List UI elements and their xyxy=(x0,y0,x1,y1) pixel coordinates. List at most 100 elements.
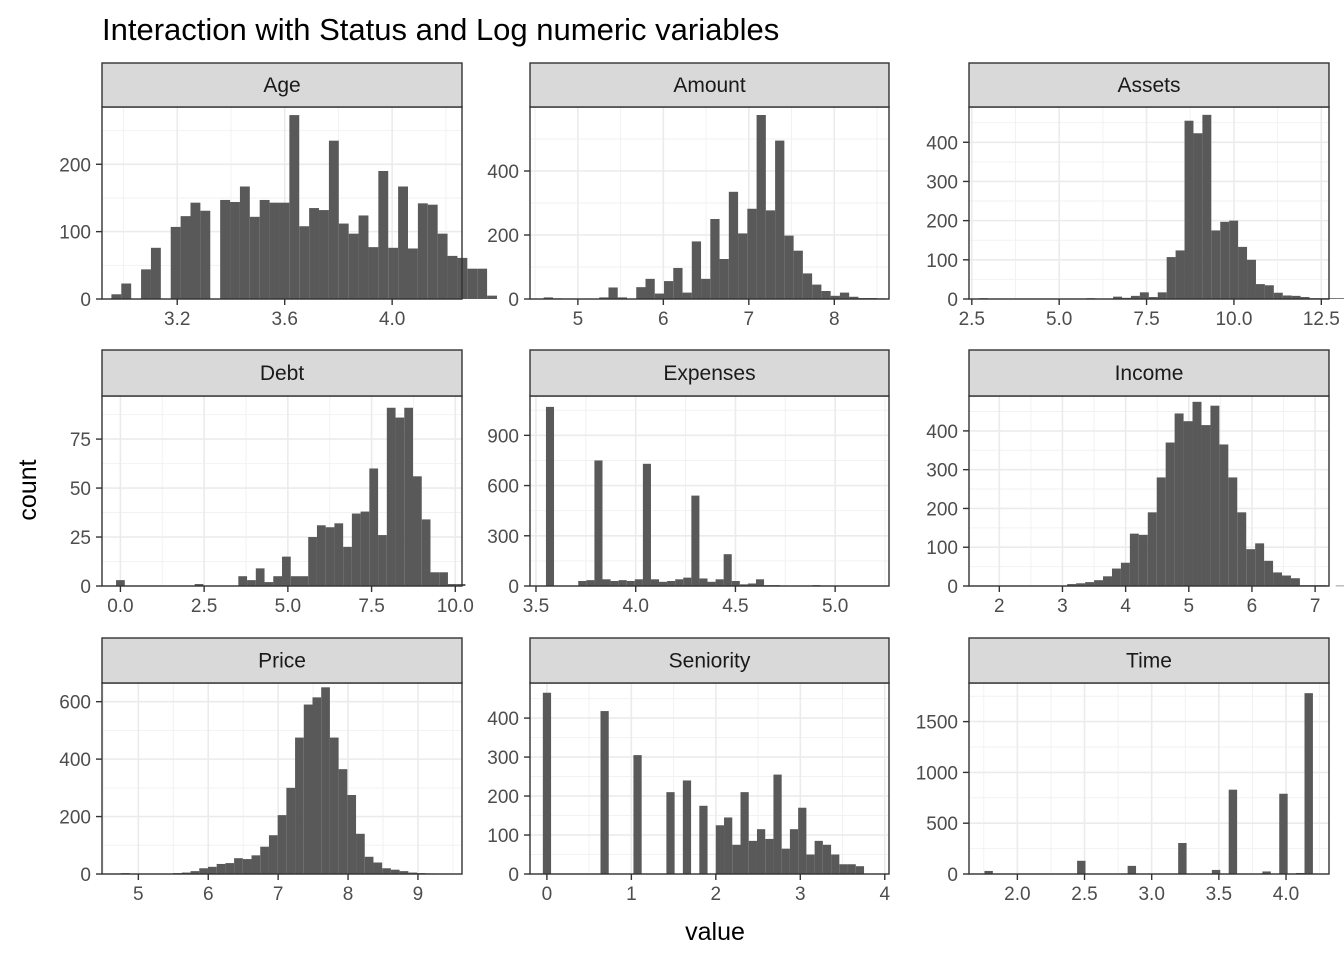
histogram-bar xyxy=(747,583,756,586)
x-tick-label: 5 xyxy=(573,309,584,330)
histogram-bar xyxy=(299,226,310,299)
strip-background xyxy=(101,349,463,397)
y-tick-label: 400 xyxy=(487,162,519,183)
histogram-bar xyxy=(1202,114,1212,299)
y-tick-label: 400 xyxy=(926,133,958,154)
strip-background xyxy=(529,349,890,397)
strip-background xyxy=(968,637,1330,684)
y-tick-label: 500 xyxy=(926,814,958,835)
y-tick-label: 200 xyxy=(59,808,91,829)
histogram-bar xyxy=(351,513,361,586)
histogram-bar xyxy=(728,191,739,299)
panel-income: Income 2 3 4 5 6 7 0 100 200 300 400 xyxy=(926,349,1344,617)
y-tick-label: 200 xyxy=(487,226,519,247)
histogram-bars xyxy=(111,115,497,299)
histogram-bar xyxy=(116,580,125,586)
x-tick-label: 2.5 xyxy=(191,596,217,617)
histogram-bar xyxy=(255,568,265,586)
histogram-bar xyxy=(793,250,803,299)
panel-background xyxy=(969,107,1329,299)
y-tick-label: 0 xyxy=(947,290,958,311)
strip-background xyxy=(101,62,463,108)
histogram-bar xyxy=(781,848,790,874)
histogram-bar xyxy=(731,580,740,586)
histogram-bar xyxy=(1229,220,1239,299)
y-tick-label: 300 xyxy=(926,172,958,193)
histogram-bar xyxy=(1304,693,1313,874)
histogram-bar xyxy=(830,295,840,299)
histogram-bar xyxy=(683,577,692,586)
histogram-bar xyxy=(636,287,646,299)
y-axis: 0 500 1000 1500 xyxy=(916,713,969,886)
histogram-bar xyxy=(388,247,399,299)
x-tick-label: 0.0 xyxy=(107,596,133,617)
histogram-bar xyxy=(715,825,725,874)
histogram-bar xyxy=(260,846,269,874)
histogram-bar xyxy=(645,278,655,299)
x-tick-label: 10.0 xyxy=(1215,309,1252,330)
histogram-bar xyxy=(467,268,478,299)
histogram-bar xyxy=(545,406,555,586)
strip-background xyxy=(529,637,890,684)
histogram-bar xyxy=(682,292,692,299)
histogram-bar xyxy=(358,215,369,299)
histogram-bar xyxy=(1220,221,1230,299)
y-tick-label: 0 xyxy=(80,865,91,886)
histogram-bar xyxy=(447,255,458,299)
histogram-bar xyxy=(279,202,290,299)
histogram-bar xyxy=(831,854,840,874)
histogram-bar xyxy=(738,233,748,299)
histogram-bar xyxy=(239,186,250,299)
histogram-bar xyxy=(1067,584,1077,586)
y-tick-label: 50 xyxy=(70,479,91,500)
y-tick-label: 0 xyxy=(508,290,519,311)
x-axis: 0 1 2 3 4 xyxy=(542,874,890,905)
histogram-bar xyxy=(430,572,440,586)
histogram-bar xyxy=(487,295,497,299)
histogram-bar xyxy=(1094,580,1104,586)
histogram-bar xyxy=(610,580,619,586)
x-tick-label: 2 xyxy=(994,596,1005,617)
panel-price: Price 5 6 7 8 9 0 200 400 600 xyxy=(59,637,463,905)
x-axis: 2.0 2.5 3.0 3.5 4.0 xyxy=(1004,874,1299,905)
x-tick-label: 2.5 xyxy=(959,309,985,330)
histogram-bar xyxy=(170,226,181,299)
x-tick-label: 10.0 xyxy=(437,596,474,617)
y-axis: 0 100 200 300 400 xyxy=(926,133,969,311)
histogram-bar xyxy=(739,584,748,586)
histogram-bar xyxy=(602,579,611,586)
histogram-bar xyxy=(1273,292,1283,299)
histogram-bar xyxy=(723,554,732,586)
x-tick-label: 4 xyxy=(879,884,890,905)
histogram-bar xyxy=(642,463,651,586)
panel-expenses: Expenses 3.5 4.0 4.5 5.0 0 300 600 900 xyxy=(487,349,890,617)
y-tick-label: 400 xyxy=(487,709,519,730)
x-tick-label: 3 xyxy=(795,884,806,905)
histogram-bar xyxy=(1192,401,1202,586)
histogram-bar xyxy=(765,210,776,299)
panel-debt: Debt 0.0 2.5 5.0 7.5 10.0 0 25 50 75 xyxy=(70,349,474,617)
histogram-bar xyxy=(141,269,151,299)
histogram-bar xyxy=(356,833,365,874)
histogram-bar xyxy=(784,235,794,299)
histogram-bar xyxy=(437,233,448,299)
histogram-bar xyxy=(578,580,587,586)
histogram-bar xyxy=(303,704,313,874)
histogram-bar xyxy=(316,525,326,586)
y-tick-label: 400 xyxy=(59,750,91,771)
histogram-bar xyxy=(242,859,252,874)
histogram-bar xyxy=(618,580,627,586)
histogram-bar xyxy=(378,171,389,299)
histogram-bar xyxy=(666,792,675,874)
minor-gridlines xyxy=(969,683,1329,874)
y-tick-label: 300 xyxy=(487,527,519,548)
histogram-bar xyxy=(181,872,191,874)
panel-assets: Assets 2.5 5.0 7.5 10.0 12.5 0 100 200 300 400 xyxy=(926,62,1344,330)
histogram-bar xyxy=(984,870,993,874)
histogram-bar xyxy=(1228,789,1238,874)
histogram-bar xyxy=(691,495,700,586)
histogram-bar xyxy=(1166,257,1176,299)
histogram-bar xyxy=(1246,549,1256,586)
x-tick-label: 7.5 xyxy=(358,596,384,617)
y-tick-label: 75 xyxy=(70,430,91,451)
